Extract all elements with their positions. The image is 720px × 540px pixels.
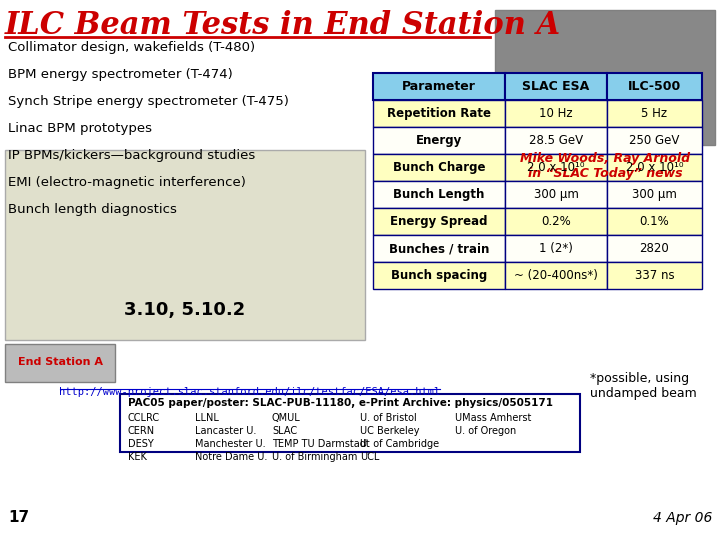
Text: Collimator design, wakefields (T-480): Collimator design, wakefields (T-480)	[8, 41, 255, 54]
FancyBboxPatch shape	[120, 394, 580, 452]
Text: U. of Oregon: U. of Oregon	[455, 426, 516, 436]
FancyBboxPatch shape	[5, 344, 115, 382]
FancyBboxPatch shape	[505, 235, 607, 262]
Text: Energy Spread: Energy Spread	[390, 215, 487, 228]
Text: ILC-500: ILC-500	[628, 80, 681, 93]
FancyBboxPatch shape	[505, 154, 607, 181]
FancyBboxPatch shape	[373, 262, 505, 289]
Text: Bunch Charge: Bunch Charge	[392, 161, 485, 174]
Text: SLAC ESA: SLAC ESA	[523, 80, 590, 93]
Text: Notre Dame U.: Notre Dame U.	[195, 452, 267, 462]
FancyBboxPatch shape	[373, 73, 505, 100]
Text: Bunch Length: Bunch Length	[393, 188, 485, 201]
Text: Bunches / train: Bunches / train	[389, 242, 489, 255]
Text: TEMP TU Darmstadt: TEMP TU Darmstadt	[272, 439, 370, 449]
FancyBboxPatch shape	[607, 154, 702, 181]
Text: Manchester U.: Manchester U.	[195, 439, 266, 449]
Text: Parameter: Parameter	[402, 80, 476, 93]
Text: ~ (20-400ns*): ~ (20-400ns*)	[514, 269, 598, 282]
FancyBboxPatch shape	[373, 208, 505, 235]
FancyBboxPatch shape	[607, 235, 702, 262]
Text: UC Berkeley: UC Berkeley	[360, 426, 420, 436]
Text: ILC Beam Tests in End Station A: ILC Beam Tests in End Station A	[5, 10, 561, 41]
FancyBboxPatch shape	[607, 73, 702, 100]
Text: Bunch spacing: Bunch spacing	[391, 269, 487, 282]
Text: 17: 17	[8, 510, 29, 525]
Text: QMUL: QMUL	[272, 413, 301, 423]
FancyBboxPatch shape	[607, 100, 702, 127]
Text: BPM energy spectrometer (T-474): BPM energy spectrometer (T-474)	[8, 68, 233, 81]
FancyBboxPatch shape	[373, 154, 505, 181]
Text: 2.0 x 10¹⁰: 2.0 x 10¹⁰	[527, 161, 585, 174]
Text: Mike Woods, Ray Arnold
in “SLAC Today” news: Mike Woods, Ray Arnold in “SLAC Today” n…	[520, 152, 690, 180]
Text: 28.5 GeV: 28.5 GeV	[529, 134, 583, 147]
Text: 2820: 2820	[639, 242, 670, 255]
Text: http://www-project.slac.stanford.edu/ilc/testfac/ESA/esa.html: http://www-project.slac.stanford.edu/ilc…	[59, 387, 441, 397]
Text: 0.1%: 0.1%	[639, 215, 670, 228]
FancyBboxPatch shape	[607, 262, 702, 289]
Text: CCLRC: CCLRC	[128, 413, 160, 423]
FancyBboxPatch shape	[5, 150, 365, 340]
Text: End Station A: End Station A	[17, 357, 102, 367]
FancyBboxPatch shape	[607, 181, 702, 208]
Text: Synch Stripe energy spectrometer (T-475): Synch Stripe energy spectrometer (T-475)	[8, 95, 289, 108]
Text: 2.0 x 10¹⁰: 2.0 x 10¹⁰	[626, 161, 683, 174]
Text: Lancaster U.: Lancaster U.	[195, 426, 256, 436]
Text: *possible, using
undamped beam: *possible, using undamped beam	[590, 372, 697, 400]
Text: LLNL: LLNL	[195, 413, 219, 423]
FancyBboxPatch shape	[505, 73, 607, 100]
Text: PAC05 paper/poster: SLAC-PUB-11180, e-Print Archive: physics/0505171: PAC05 paper/poster: SLAC-PUB-11180, e-Pr…	[128, 398, 553, 408]
Text: 300 μm: 300 μm	[534, 188, 578, 201]
Text: U. of Cambridge: U. of Cambridge	[360, 439, 439, 449]
FancyBboxPatch shape	[505, 181, 607, 208]
Text: UCL: UCL	[360, 452, 379, 462]
FancyBboxPatch shape	[373, 235, 505, 262]
Text: 5 Hz: 5 Hz	[642, 107, 667, 120]
Text: 337 ns: 337 ns	[635, 269, 675, 282]
FancyBboxPatch shape	[607, 208, 702, 235]
Text: CERN: CERN	[128, 426, 155, 436]
Text: 0.2%: 0.2%	[541, 215, 571, 228]
Text: 4 Apr 06: 4 Apr 06	[652, 511, 712, 525]
Text: Linac BPM prototypes: Linac BPM prototypes	[8, 122, 152, 135]
FancyBboxPatch shape	[505, 208, 607, 235]
Text: UMass Amherst: UMass Amherst	[455, 413, 531, 423]
FancyBboxPatch shape	[505, 100, 607, 127]
Text: EMI (electro-magnetic interference): EMI (electro-magnetic interference)	[8, 176, 246, 189]
Text: 3.10, 5.10.2: 3.10, 5.10.2	[125, 301, 246, 319]
FancyBboxPatch shape	[495, 10, 715, 145]
Text: Energy: Energy	[416, 134, 462, 147]
FancyBboxPatch shape	[373, 181, 505, 208]
FancyBboxPatch shape	[373, 100, 505, 127]
Text: 300 μm: 300 μm	[632, 188, 677, 201]
Text: SLAC: SLAC	[272, 426, 297, 436]
Text: Repetition Rate: Repetition Rate	[387, 107, 491, 120]
Text: KEK: KEK	[128, 452, 147, 462]
Text: 250 GeV: 250 GeV	[629, 134, 680, 147]
Text: DESY: DESY	[128, 439, 154, 449]
Text: Bunch length diagnostics: Bunch length diagnostics	[8, 203, 177, 216]
FancyBboxPatch shape	[505, 262, 607, 289]
Text: 1 (2*): 1 (2*)	[539, 242, 573, 255]
FancyBboxPatch shape	[607, 127, 702, 154]
Text: U. of Bristol: U. of Bristol	[360, 413, 417, 423]
FancyBboxPatch shape	[373, 127, 505, 154]
FancyBboxPatch shape	[505, 127, 607, 154]
Text: 10 Hz: 10 Hz	[539, 107, 573, 120]
Text: IP BPMs/kickers—background studies: IP BPMs/kickers—background studies	[8, 149, 256, 162]
Text: U. of Birmingham: U. of Birmingham	[272, 452, 357, 462]
